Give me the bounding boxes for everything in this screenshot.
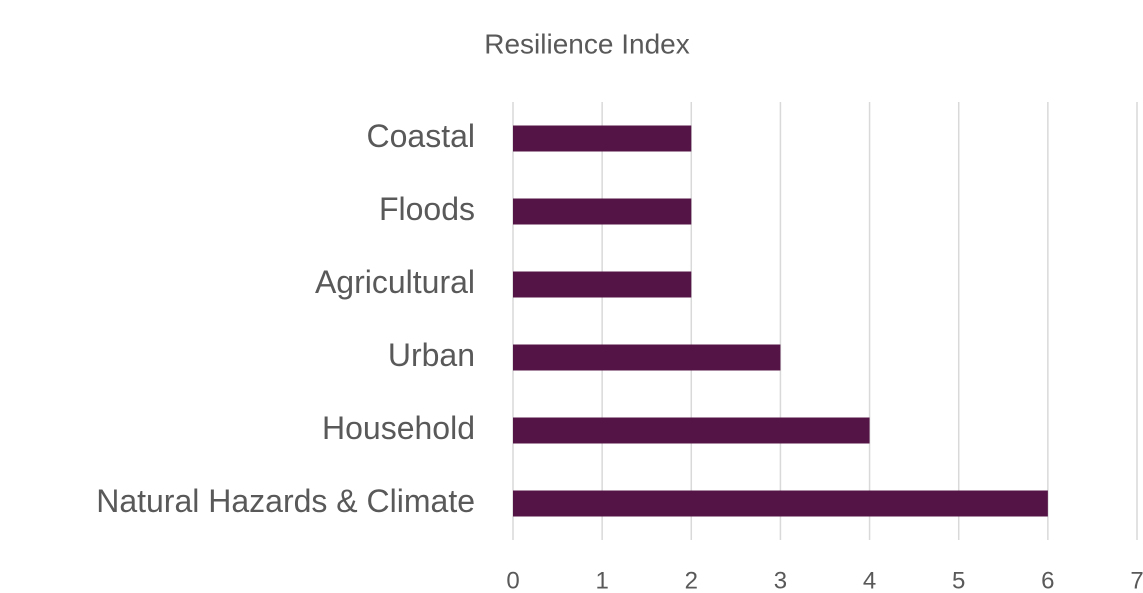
bar xyxy=(513,198,692,225)
x-tick-label: 4 xyxy=(863,567,876,593)
x-tick-label: 5 xyxy=(952,567,965,593)
x-tick-label: 7 xyxy=(1130,567,1143,593)
y-tick-label: Urban xyxy=(388,337,475,373)
x-tick-label: 2 xyxy=(685,567,698,593)
y-tick-label: Household xyxy=(322,410,475,446)
bar xyxy=(513,344,781,371)
bar xyxy=(513,271,692,298)
y-tick-label: Floods xyxy=(379,191,475,227)
bar xyxy=(513,490,1048,517)
y-tick-label: Coastal xyxy=(367,118,476,154)
x-tick-label: 3 xyxy=(774,567,787,593)
x-tick-label: 0 xyxy=(506,567,519,593)
bar xyxy=(513,125,692,152)
chart-title: Resilience Index xyxy=(484,28,689,59)
x-tick-label: 6 xyxy=(1041,567,1054,593)
y-tick-label: Natural Hazards & Climate xyxy=(96,483,475,519)
y-tick-label: Agricultural xyxy=(315,264,475,300)
x-tick-label: 1 xyxy=(595,567,608,593)
bar xyxy=(513,417,870,444)
